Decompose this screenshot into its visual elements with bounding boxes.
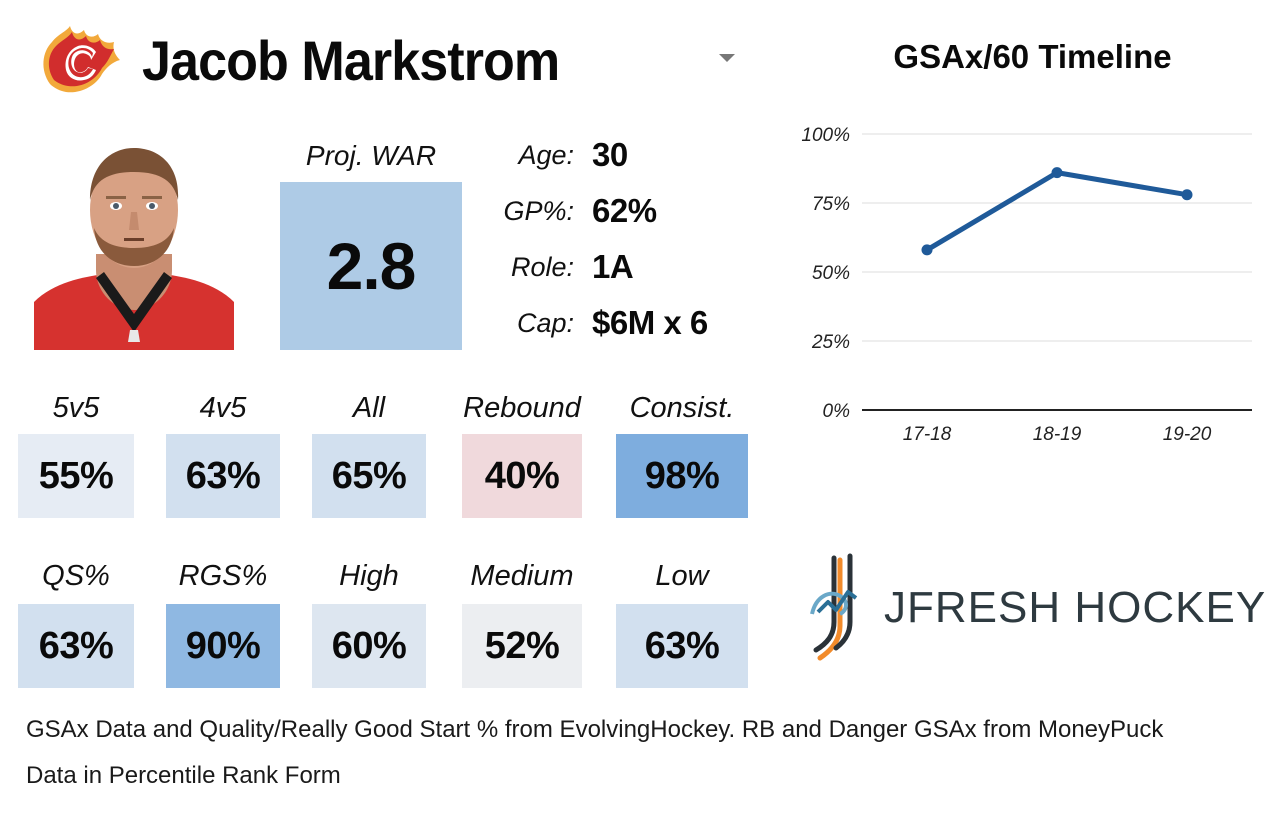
series-line xyxy=(924,170,1190,253)
stat-label-low: Low xyxy=(655,560,709,592)
x-tick-label: 17-18 xyxy=(903,424,952,445)
info-row-gp: GP%: 62% xyxy=(490,191,657,231)
stat-box-medium: 52% xyxy=(462,604,582,688)
calgary-flames-logo-icon xyxy=(43,26,120,93)
player-name: Jacob Markstrom xyxy=(142,29,560,92)
info-row-cap: Cap: $6M x 6 xyxy=(490,303,708,343)
stat-box-consist: 98% xyxy=(616,434,748,518)
stat-label-all: All xyxy=(352,392,386,424)
footnote-format: Data in Percentile Rank Form xyxy=(26,762,341,789)
stat-label-5v5: 5v5 xyxy=(52,392,100,424)
stat-box-4v5: 63% xyxy=(166,434,280,518)
stat-box-high: 60% xyxy=(312,604,426,688)
stat-label-rgs: RGS% xyxy=(178,560,268,592)
x-tick-label: 18-19 xyxy=(1033,424,1082,445)
info-key: Age: xyxy=(518,139,574,170)
y-tick-label: 75% xyxy=(812,194,850,215)
stat-label-medium: Medium xyxy=(470,560,574,592)
footnote-source: GSAx Data and Quality/Really Good Start … xyxy=(26,716,1164,743)
stat-box-low: 63% xyxy=(616,604,748,688)
stat-label-consist: Consist. xyxy=(629,392,735,424)
stat-label-rebound: Rebound xyxy=(463,392,581,424)
info-value: $6M x 6 xyxy=(592,304,708,341)
stat-box-5v5: 55% xyxy=(18,434,134,518)
info-key: Role: xyxy=(510,251,574,282)
info-value: 30 xyxy=(592,136,628,173)
proj-war-value: 2.8 xyxy=(280,182,462,350)
data-point xyxy=(921,244,933,256)
info-row-age: Age: 30 xyxy=(490,135,628,175)
data-point xyxy=(1051,167,1063,179)
proj-war-label: Proj. WAR xyxy=(305,140,437,171)
stat-box-qs: 63% xyxy=(18,604,134,688)
brand-name: JFRESH HOCKEY xyxy=(884,583,1266,632)
y-tick-label: 25% xyxy=(811,332,850,353)
stat-box-all: 65% xyxy=(312,434,426,518)
y-tick-label: 0% xyxy=(823,401,851,422)
info-key: GP%: xyxy=(503,195,574,226)
gsax-timeline-chart: 0% 25% 50% 75% 100% 17-18 18-19 19-20 xyxy=(801,125,1252,445)
caret-down-icon[interactable] xyxy=(719,54,735,62)
stat-label-high: High xyxy=(339,560,399,592)
info-value: 1A xyxy=(592,248,634,285)
stat-box-rgs: 90% xyxy=(166,604,280,688)
info-row-role: Role: 1A xyxy=(490,247,634,287)
stat-label-qs: QS% xyxy=(42,560,110,592)
info-value: 62% xyxy=(592,192,657,229)
y-tick-label: 50% xyxy=(812,263,850,284)
y-tick-label: 100% xyxy=(801,125,850,146)
stat-box-rebound: 40% xyxy=(462,434,582,518)
data-point xyxy=(1181,189,1193,201)
stat-label-4v5: 4v5 xyxy=(199,392,247,424)
player-photo xyxy=(34,148,234,350)
x-tick-label: 19-20 xyxy=(1163,424,1212,445)
info-key: Cap: xyxy=(516,307,574,338)
jfresh-hockey-logo-icon: JFRESH HOCKEY xyxy=(810,553,1266,661)
chart-title: GSAx/60 Timeline xyxy=(893,38,1172,75)
